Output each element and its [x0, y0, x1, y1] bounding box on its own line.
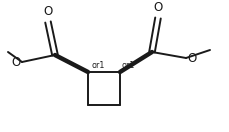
Text: O: O: [186, 51, 195, 65]
Text: O: O: [43, 5, 52, 18]
Text: O: O: [153, 1, 162, 14]
Text: or1: or1: [121, 61, 135, 70]
Text: or1: or1: [92, 61, 105, 70]
Text: O: O: [12, 55, 21, 69]
